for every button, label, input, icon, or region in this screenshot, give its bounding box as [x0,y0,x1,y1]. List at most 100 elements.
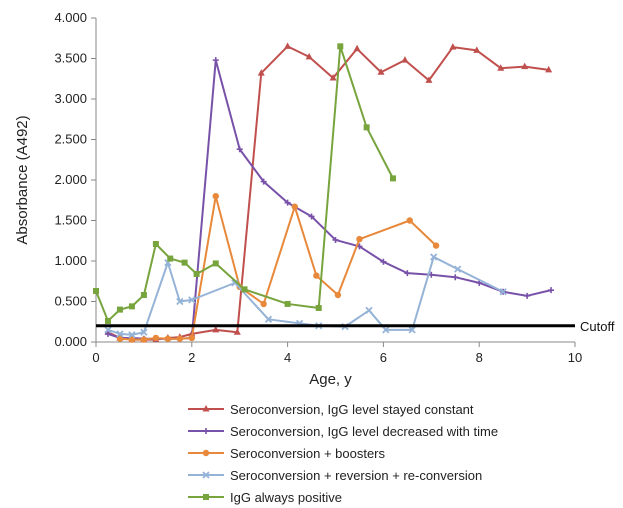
data-point [202,405,210,412]
data-point [363,124,370,131]
data-point [521,62,529,70]
legend-label: Seroconversion, IgG level stayed constan… [230,401,474,417]
legend-item: Seroconversion, IgG level stayed constan… [188,398,498,420]
data-point [181,259,188,266]
data-point [128,303,135,310]
data-point [425,76,433,83]
data-point [305,52,313,60]
axes: 0.000 0.500 1.000 1.500 2.000 2.500 3.000 3.500… [14,10,582,388]
series-1 [104,57,555,342]
legend-label: Seroconversion, IgG level decreased with… [230,423,499,439]
data-point [284,300,291,307]
data-point [332,236,339,243]
data-point [380,258,387,265]
x-axis-title: Age, y [309,371,352,388]
series-line [119,195,437,341]
x-tick-label: 4 [284,350,291,365]
x-tick-label: 10 [568,350,582,365]
y-tick-label: 1.500 [54,213,87,228]
data-point [284,42,292,49]
data-point [140,292,147,299]
data-point [152,334,160,342]
data-point [284,199,291,206]
data-point [212,325,220,333]
legend-item: Seroconversion + boosters [188,442,498,464]
data-point [430,253,438,261]
data-point [140,336,148,343]
legend-swatch [188,494,224,500]
data-point [104,317,111,324]
data-point [408,326,416,334]
data-point [291,203,298,210]
data-point [334,291,342,299]
data-point [406,217,413,224]
data-point [128,336,136,343]
data-point [454,265,462,273]
y-tick-label: 2.000 [54,172,87,187]
x-tick-label: 2 [188,350,195,365]
data-point [167,255,174,262]
data-point [203,494,209,500]
legend-label: Seroconversion + boosters [230,445,386,461]
chart: 0.000 0.500 1.000 1.500 2.000 2.500 3.000 3.500… [14,10,615,388]
y-tick-label: 3.000 [54,91,87,106]
data-point [404,270,411,277]
y-axis-title: Absorbance (A492) [14,115,31,244]
series-4 [93,43,396,324]
legend-label: IgG always positive [230,489,342,505]
data-point [257,69,265,76]
data-point [202,471,210,479]
x-tick-label: 0 [92,350,99,365]
y-tick-label: 1.000 [54,253,87,268]
data-point [193,270,200,277]
y-tick-label: 3.500 [54,51,87,66]
data-point [116,330,124,338]
data-point [164,335,172,342]
y-tick-label: 2.500 [54,132,87,147]
data-point [548,287,555,294]
data-point [401,56,409,63]
data-point [231,279,239,287]
legend-swatch [188,405,224,412]
cutoff-label: Cutoff [580,319,615,334]
data-point [236,146,243,153]
data-point [353,44,361,52]
data-point [382,326,390,334]
data-point [315,304,322,311]
data-point [140,328,148,336]
data-point [264,315,273,323]
legend-item: IgG always positive [188,486,498,508]
data-point [329,73,337,81]
data-point [365,306,373,315]
data-point [337,43,344,50]
data-point [313,272,320,279]
data-point [212,57,219,64]
data-point [377,68,385,75]
data-point [203,428,209,434]
legend-item: Seroconversion, IgG level decreased with… [188,420,498,442]
data-point [233,328,241,335]
series-line [95,45,394,322]
data-point [104,326,112,334]
cutoff-line-group: Cutoff [96,319,615,334]
data-point [308,213,315,220]
data-point [497,64,505,71]
data-point [432,242,440,249]
data-point [212,193,219,200]
y-tick-label: 0.500 [54,294,87,309]
data-point [449,43,457,50]
y-tick-label: 4.000 [54,10,87,25]
legend-swatch [188,471,224,479]
data-point [152,240,159,247]
legend-swatch [188,449,224,457]
data-point [524,292,531,299]
data-point [545,65,553,73]
data-point [356,235,363,243]
data-point [241,286,248,293]
data-point [260,178,267,185]
data-point [128,331,136,339]
legend: Seroconversion, IgG level stayed constan… [188,398,498,508]
data-point [202,449,210,457]
legend-item: Seroconversion + reversion + re-conversi… [188,464,498,486]
data-point [389,175,396,182]
